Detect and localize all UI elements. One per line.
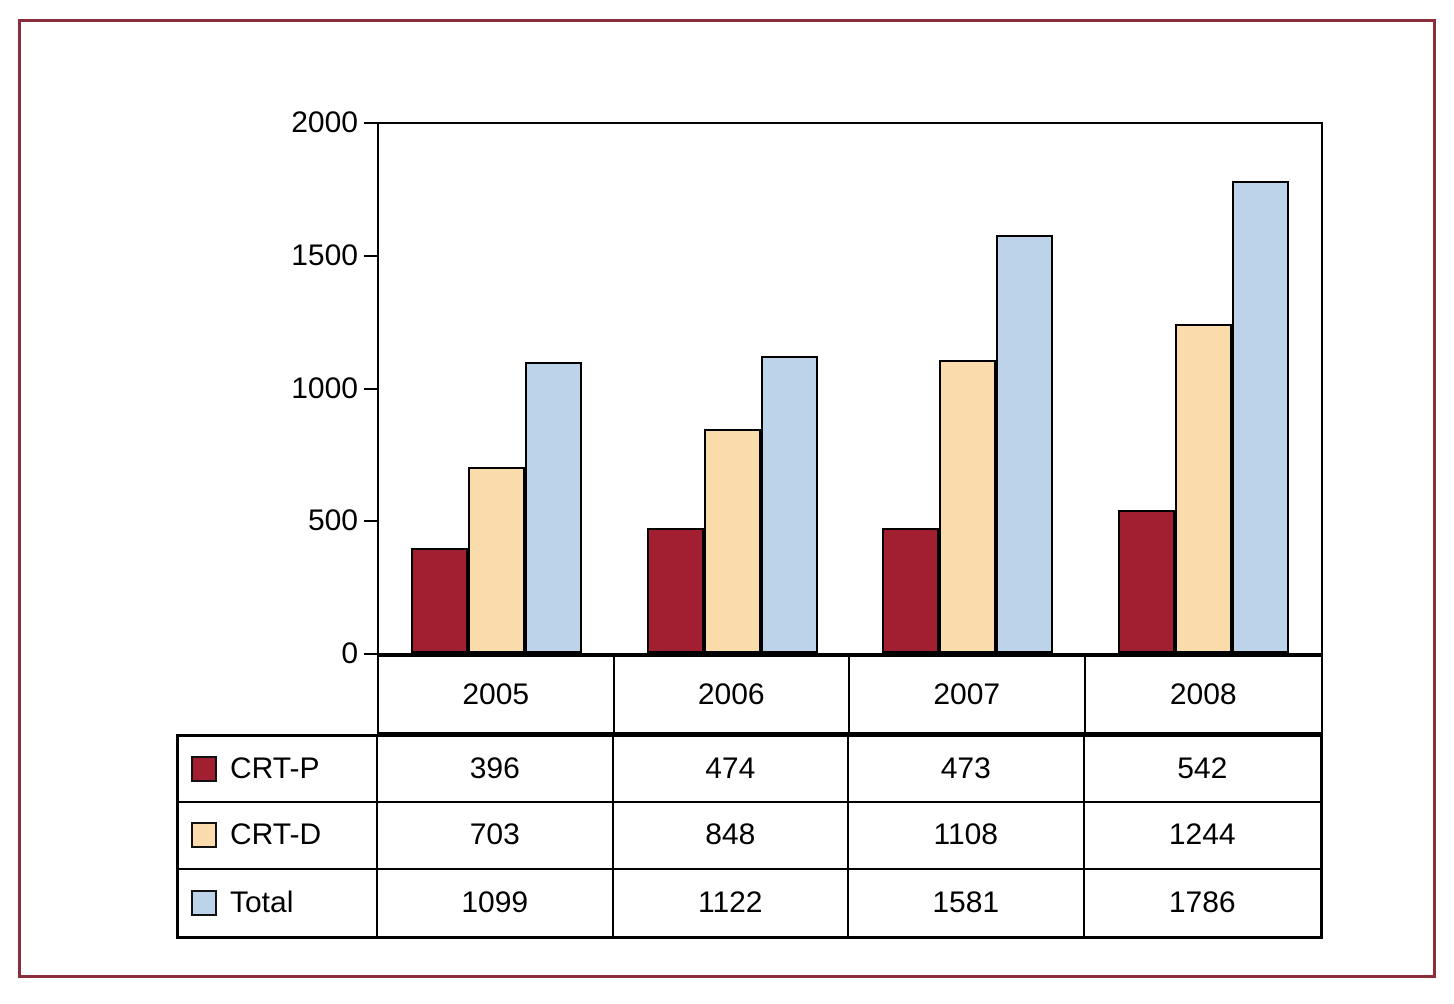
value-crt-p-2005: 396 — [378, 737, 614, 804]
y-tick-mark-0 — [364, 653, 377, 655]
y-tick-mark-2000 — [364, 122, 377, 124]
value-crt-p-2008: 542 — [1084, 737, 1320, 804]
value-total-2008: 1786 — [1168, 885, 1236, 919]
value-total-2006: 1122 — [614, 869, 849, 936]
bar-crt-p-2007 — [882, 528, 939, 653]
legend-cell-total: Total — [179, 869, 378, 936]
bar-crt-p-2005 — [411, 548, 468, 653]
year-header-row: 2005 2006 2007 2008 — [377, 655, 1323, 734]
bar-total-2006 — [761, 356, 818, 653]
value-crt-d-2007: 1108 — [849, 803, 1085, 870]
value-total-2007: 1581 — [849, 869, 1085, 936]
bar-total-2007 — [996, 235, 1053, 653]
data-table: CRT-P 396 474 473 542 CRT-D 703 848 1108… — [176, 734, 1323, 939]
bar-crt-d-2006 — [704, 429, 761, 653]
value-crt-d-2005: 703 — [378, 803, 614, 870]
y-tick-mark-500 — [364, 520, 377, 522]
y-tick-label-0: 0 — [341, 637, 358, 670]
value-crt-d-2006: 848 — [613, 803, 849, 870]
legend-swatch-total — [191, 889, 217, 916]
y-tick-label-1000: 1000 — [291, 372, 358, 405]
bar-crt-d-2005 — [468, 467, 525, 653]
value-total-2005: 1099 — [378, 869, 614, 936]
plot-area — [377, 122, 1323, 655]
legend-swatch-crt-d — [191, 822, 217, 849]
value-crt-p-2006: 474 — [613, 737, 849, 804]
legend-swatch-crt-p — [191, 756, 217, 783]
legend-cell-crt-d: CRT-D — [179, 803, 378, 870]
y-tick-label-1500: 1500 — [291, 239, 358, 272]
y-tick-label-500: 500 — [307, 504, 358, 537]
bar-crt-d-2008 — [1175, 324, 1232, 653]
legend-label-crt-d: CRT-D — [230, 818, 322, 852]
year-header-cell-2005: 2005 — [379, 657, 615, 732]
bar-crt-p-2006 — [647, 528, 704, 653]
year-header-cell-2007: 2007 — [850, 657, 1086, 732]
y-tick-label-2000: 2000 — [291, 106, 358, 139]
outer-frame: 0 500 1000 1500 2000 2005 2006 2007 2008 CRT… — [18, 19, 1436, 978]
bar-total-2008 — [1232, 181, 1289, 653]
legend-cell-crt-p: CRT-P — [179, 737, 378, 804]
bar-total-2005 — [525, 362, 582, 653]
legend-label-crt-p: CRT-P — [230, 752, 320, 786]
y-tick-mark-1000 — [364, 388, 377, 390]
legend-label-total: Total — [230, 885, 294, 919]
bar-crt-p-2008 — [1118, 510, 1175, 653]
value-crt-p-2007: 473 — [849, 737, 1085, 804]
year-header-cell-2008: 2008 — [1169, 677, 1237, 711]
y-tick-mark-1500 — [364, 255, 377, 257]
year-header-cell-2006: 2006 — [615, 657, 850, 732]
bar-crt-d-2007 — [939, 360, 996, 653]
value-crt-d-2008: 1244 — [1084, 803, 1320, 870]
